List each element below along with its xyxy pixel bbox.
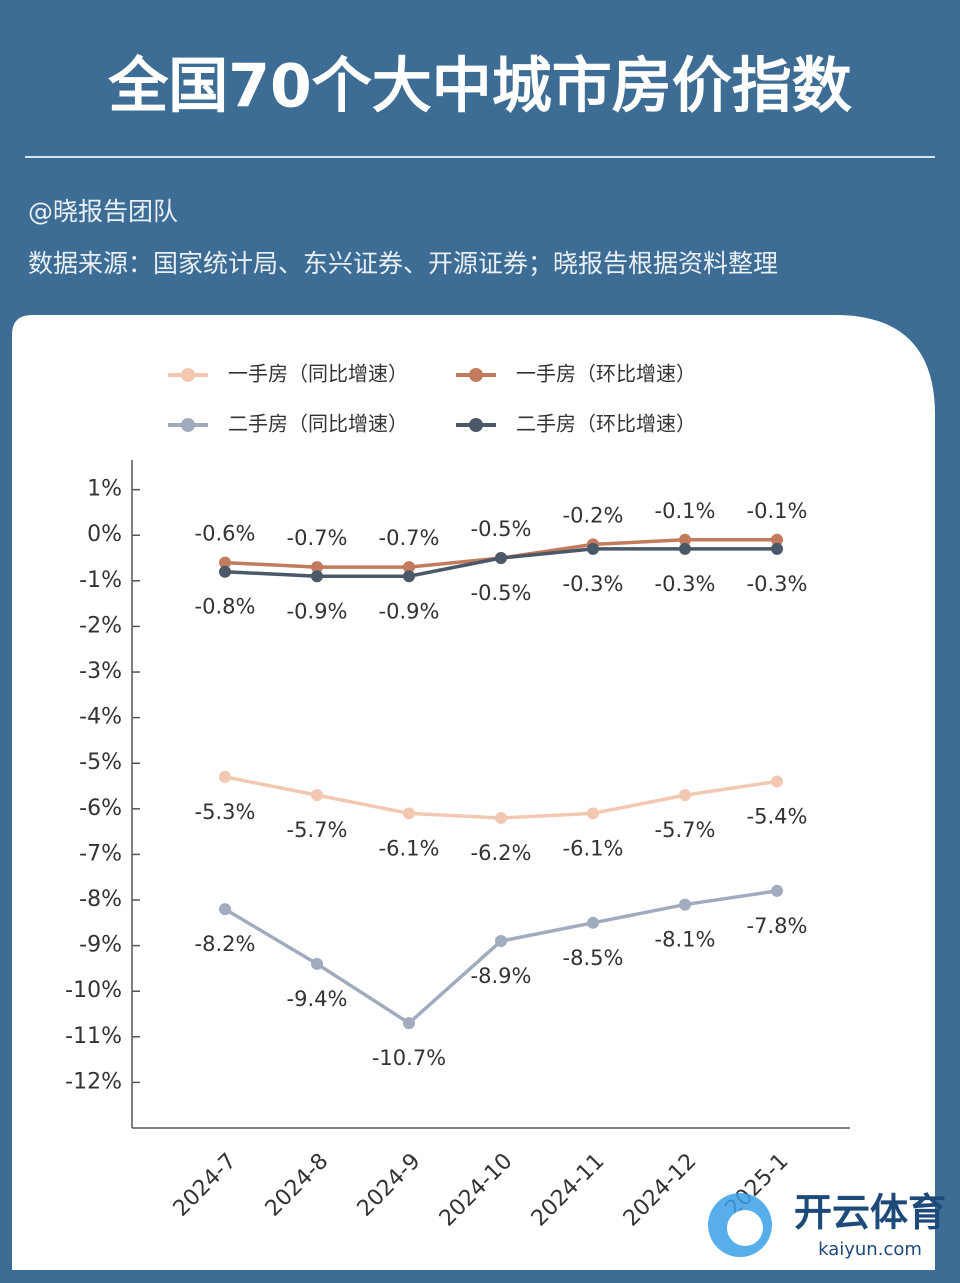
data-label: -5.3% xyxy=(195,800,256,824)
data-label: -0.3% xyxy=(655,572,716,596)
legend-label: 一手房（同比增速） xyxy=(228,362,408,386)
data-point xyxy=(495,935,507,948)
page-title: 全国70个大中城市房价指数 xyxy=(107,52,852,122)
data-label: -5.4% xyxy=(747,804,808,828)
data-label: -0.2% xyxy=(563,503,624,527)
data-label: -0.5% xyxy=(471,581,532,605)
data-point xyxy=(403,561,415,574)
data-label: -6.1% xyxy=(379,836,440,860)
data-label: -6.1% xyxy=(563,836,624,860)
data-label: -0.3% xyxy=(747,572,808,596)
watermark-ball xyxy=(727,1210,763,1246)
data-label: -8.9% xyxy=(471,964,532,988)
data-point xyxy=(771,542,783,555)
legend-marker xyxy=(469,368,483,382)
data-label: -7.8% xyxy=(747,914,808,938)
y-tick-label: -7% xyxy=(79,841,122,866)
watermark-site: kaiyun.com xyxy=(818,1239,922,1260)
data-label: -0.5% xyxy=(471,517,532,541)
data-label: -6.2% xyxy=(471,841,532,865)
y-tick-label: 0% xyxy=(87,522,122,547)
data-label: -0.9% xyxy=(379,599,440,623)
data-point xyxy=(311,789,323,802)
source: 数据来源：国家统计局、东兴证券、开源证券；晓报告根据资料整理 xyxy=(28,249,778,278)
data-label: -0.9% xyxy=(287,599,348,623)
y-tick-label: -9% xyxy=(79,933,122,958)
y-tick-label: -11% xyxy=(65,1024,122,1049)
data-point xyxy=(679,898,691,911)
author: @晓报告团队 xyxy=(28,197,178,226)
data-label: -0.7% xyxy=(379,526,440,550)
data-point xyxy=(771,884,783,897)
data-point xyxy=(679,533,691,546)
data-label: -5.7% xyxy=(655,818,716,842)
data-point xyxy=(587,916,599,929)
y-tick-label: -5% xyxy=(79,750,122,775)
watermark-brand: 开云体育 xyxy=(794,1191,946,1235)
y-tick-label: -8% xyxy=(79,887,122,912)
data-point xyxy=(311,561,323,574)
data-point xyxy=(679,789,691,802)
y-tick-label: -4% xyxy=(79,705,122,730)
legend-label: 二手房（同比增速） xyxy=(228,412,408,436)
data-label: -0.6% xyxy=(195,522,256,546)
y-tick-label: -3% xyxy=(79,659,122,684)
watermark: 开云体育 kaiyun.com xyxy=(708,1191,946,1260)
data-point xyxy=(587,542,599,555)
data-point xyxy=(219,903,231,916)
data-point xyxy=(311,957,323,970)
data-label: -5.7% xyxy=(287,818,348,842)
data-point xyxy=(403,807,415,820)
legend-label: 一手房（环比增速） xyxy=(516,362,696,386)
data-point xyxy=(679,542,691,555)
data-label: -0.1% xyxy=(747,499,808,523)
data-label: -0.3% xyxy=(563,572,624,596)
legend-label: 二手房（环比增速） xyxy=(516,412,696,436)
data-point xyxy=(311,570,323,583)
data-point xyxy=(219,565,231,578)
y-tick-label: -2% xyxy=(79,613,122,638)
data-point xyxy=(219,556,231,569)
data-point xyxy=(495,552,507,565)
data-point xyxy=(403,1017,415,1030)
data-point xyxy=(495,811,507,824)
data-point xyxy=(587,807,599,820)
data-point xyxy=(219,770,231,783)
y-tick-label: -6% xyxy=(79,796,122,821)
y-tick-label: -10% xyxy=(65,978,122,1003)
legend-marker xyxy=(469,418,483,432)
data-point xyxy=(771,775,783,788)
y-tick-label: -1% xyxy=(79,568,122,593)
data-label: -9.4% xyxy=(287,987,348,1011)
data-label: -8.1% xyxy=(655,928,716,952)
data-label: -10.7% xyxy=(372,1046,446,1070)
card xyxy=(12,315,935,1270)
data-point xyxy=(771,533,783,546)
data-label: -8.2% xyxy=(195,932,256,956)
data-label: -8.5% xyxy=(563,946,624,970)
data-point xyxy=(403,570,415,583)
y-tick-label: -12% xyxy=(65,1069,122,1094)
data-label: -0.8% xyxy=(195,595,256,619)
y-tick-label: 1% xyxy=(87,477,122,502)
data-label: -0.1% xyxy=(655,499,716,523)
legend-marker xyxy=(181,368,195,382)
legend-marker xyxy=(181,418,195,432)
data-label: -0.7% xyxy=(287,526,348,550)
